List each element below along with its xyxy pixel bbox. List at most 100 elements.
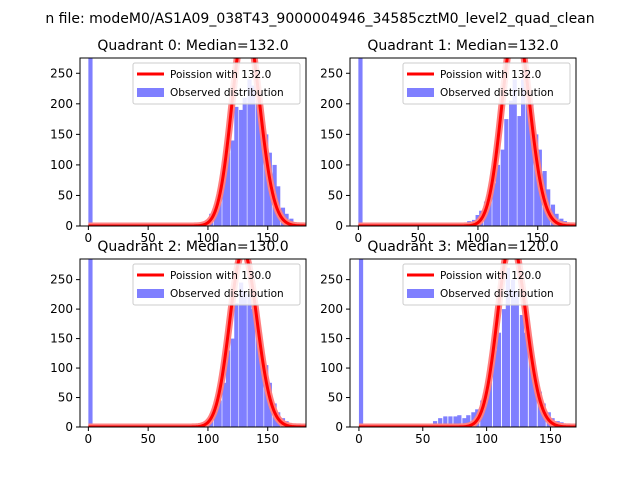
y-tick-label: 250	[320, 66, 343, 80]
histogram-bar	[487, 373, 493, 427]
histogram-bar	[222, 164, 227, 226]
y-tick-label: 50	[328, 188, 343, 202]
y-tick-label: 50	[58, 188, 73, 202]
histogram-bar	[510, 279, 516, 427]
x-tick-label: 150	[539, 432, 562, 446]
histogram-bar	[358, 259, 364, 427]
axes-frame	[349, 57, 577, 227]
legend-box	[132, 263, 301, 306]
y-tick-label: 100	[320, 158, 343, 172]
quadrant-0-title: Quadrant 0: Median=132.0	[97, 38, 288, 54]
legend-observed-label: Observed distribution	[170, 288, 284, 300]
legend-box	[402, 62, 571, 105]
y-tick-label: 0	[65, 420, 73, 434]
x-tick-label: 50	[411, 231, 426, 245]
histogram-bar	[239, 109, 244, 226]
legend-observed-label: Observed distribution	[440, 288, 554, 300]
histogram-bar	[230, 140, 235, 226]
histogram-bar	[517, 116, 522, 226]
x-tick-label: 150	[256, 432, 279, 446]
y-tick-label: 200	[50, 302, 73, 316]
histogram-bar	[448, 416, 453, 427]
quadrant-0-panel: Quadrant 0: Median=132.0 0 50 100 150 0 50 100 1…	[50, 38, 307, 245]
histogram-bar	[247, 294, 252, 427]
axes-frame	[349, 258, 577, 428]
x-tick-label: 150	[256, 231, 279, 245]
y-tick-label: 0	[335, 219, 343, 233]
legend-fit-label: Poission with 132.0	[440, 69, 541, 81]
histogram-bar	[484, 391, 489, 427]
histogram-bar	[520, 79, 526, 226]
histogram-bar	[239, 282, 244, 427]
histogram-bar	[225, 350, 231, 427]
y-tick-label: 200	[50, 97, 73, 111]
x-tick-label: 100	[475, 432, 498, 446]
y-tick-label: 200	[320, 302, 343, 316]
quadrant-3-title: Quadrant 3: Median=120.0	[367, 239, 558, 255]
y-tick-label: 150	[320, 127, 343, 141]
y-tick-label: 250	[320, 273, 343, 287]
histogram-bar	[525, 85, 530, 226]
legend-observed-swatch	[137, 88, 164, 97]
histogram-bar	[466, 415, 471, 427]
x-tick-label: 0	[85, 432, 93, 446]
histogram-bar	[457, 415, 462, 427]
x-tick-label: 100	[196, 432, 219, 446]
histogram-bar	[493, 350, 498, 427]
x-tick-label: 0	[85, 231, 93, 245]
figure-suptitle: n file: modeM0/AS1A09_038T43_9000004946_…	[45, 11, 594, 27]
y-tick-label: 200	[320, 97, 343, 111]
y-tick-label: 0	[335, 420, 343, 434]
histogram-bar	[443, 416, 448, 427]
axes-frame	[79, 258, 307, 428]
legend-fit-label: Poission with 120.0	[440, 270, 541, 282]
histogram-bar	[501, 309, 507, 427]
x-tick-label: 50	[141, 432, 156, 446]
histogram-bar	[225, 152, 231, 226]
histogram-bar	[88, 259, 93, 427]
y-tick-label: 50	[328, 391, 343, 405]
histogram-bar	[453, 416, 458, 427]
x-tick-label: 100	[196, 231, 219, 245]
histogram-bar	[234, 303, 239, 427]
histogram-bar	[242, 291, 247, 427]
legend-box	[402, 263, 571, 306]
quadrant-2-title: Quadrant 2: Median=130.0	[97, 239, 288, 255]
legend-fit-label: Poission with 130.0	[170, 270, 271, 282]
histogram-bar	[438, 418, 443, 427]
histogram-bar	[230, 338, 235, 427]
histogram-bar	[222, 382, 227, 427]
histogram-bar	[88, 58, 93, 226]
histogram-bar	[495, 164, 501, 226]
x-tick-label: 100	[466, 231, 489, 245]
quadrant-2-panel: Quadrant 2: Median=130.0 0 50 100 150 0 50 100 1…	[50, 239, 307, 446]
histogram-bar	[496, 332, 502, 427]
y-tick-label: 0	[65, 219, 73, 233]
x-tick-label: 0	[355, 432, 363, 446]
histogram-bar	[250, 309, 256, 427]
x-tick-label: 50	[415, 432, 430, 446]
legend-fit-label: Poission with 132.0	[170, 69, 271, 81]
histogram-bar	[509, 100, 514, 226]
histogram-bar	[259, 344, 264, 427]
x-tick-label: 0	[355, 231, 363, 245]
legend-box	[132, 62, 301, 105]
y-tick-label: 150	[320, 332, 343, 346]
histogram-bar	[250, 85, 256, 226]
histogram-bar	[534, 134, 539, 226]
histogram-bar	[529, 103, 534, 226]
histogram-bar	[504, 119, 509, 226]
histogram-bar	[519, 315, 525, 427]
histogram-bar	[247, 79, 252, 226]
histogram-bar	[528, 356, 533, 427]
y-tick-label: 250	[50, 66, 73, 80]
histogram-bar	[264, 134, 269, 226]
poisson-fit-line	[358, 259, 576, 427]
legend-observed-swatch	[407, 88, 434, 97]
y-tick-label: 250	[50, 273, 73, 287]
quadrant-3-panel: Quadrant 3: Median=120.0 0 50 100 150 0 50 100 1…	[320, 239, 577, 446]
y-tick-label: 100	[50, 361, 73, 375]
histogram-bar	[523, 332, 528, 427]
y-tick-label: 100	[320, 361, 343, 375]
